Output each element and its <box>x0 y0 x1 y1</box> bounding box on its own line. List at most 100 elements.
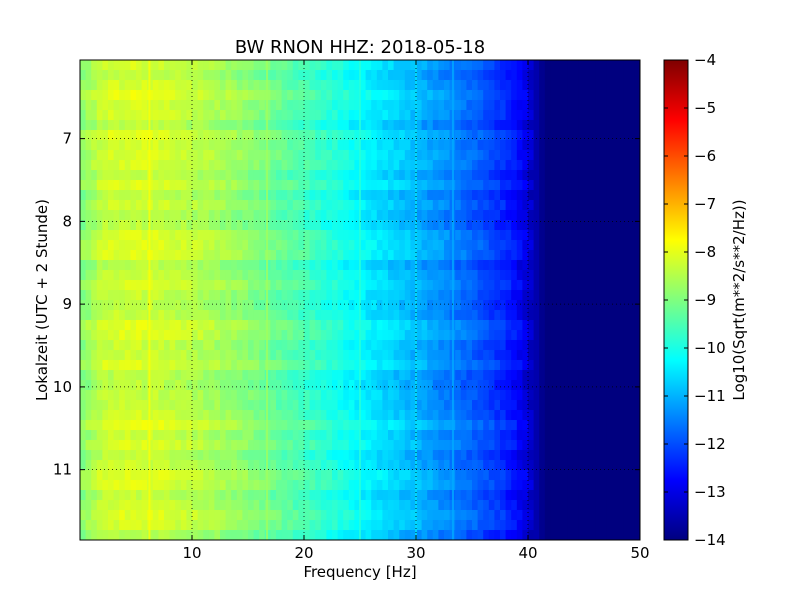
heatmap-cell <box>80 210 87 221</box>
heatmap-cell <box>472 130 479 141</box>
heatmap-cell <box>242 360 249 371</box>
heatmap-cell <box>533 330 540 341</box>
heatmap-cell <box>343 420 350 431</box>
heatmap-cell <box>516 180 523 191</box>
heatmap-cell <box>203 130 210 141</box>
heatmap-cell <box>152 80 159 91</box>
heatmap-cell <box>494 140 501 151</box>
heatmap-cell <box>141 480 148 491</box>
heatmap-cell <box>500 90 507 101</box>
heatmap-cell <box>455 110 462 121</box>
heatmap-cell <box>432 290 439 301</box>
heatmap-cell <box>292 520 299 531</box>
heatmap-cell <box>500 370 507 381</box>
heatmap-cell <box>438 280 445 291</box>
heatmap-cell <box>242 390 249 401</box>
heatmap-cell <box>276 180 283 191</box>
heatmap-cell <box>332 400 339 411</box>
heatmap-cell <box>248 280 255 291</box>
heatmap-cell <box>141 340 148 351</box>
heatmap-cell <box>382 200 389 211</box>
heatmap-cell <box>595 190 602 201</box>
heatmap-cell <box>259 60 266 71</box>
heatmap-cell <box>365 520 372 531</box>
heatmap-cell <box>192 120 199 131</box>
heatmap-cell <box>460 220 467 231</box>
heatmap-cell <box>488 500 495 511</box>
heatmap-cell <box>113 70 120 81</box>
heatmap-cell <box>628 270 635 281</box>
heatmap-cell <box>108 270 115 281</box>
heatmap-cell <box>175 300 182 311</box>
heatmap-cell <box>220 100 227 111</box>
heatmap-cell <box>108 370 115 381</box>
heatmap-cell <box>236 350 243 361</box>
heatmap-cell <box>567 100 574 111</box>
heatmap-cell <box>528 220 535 231</box>
heatmap-cell <box>544 360 551 371</box>
heatmap-cell <box>96 300 103 311</box>
heatmap-cell <box>600 230 607 241</box>
heatmap-cell <box>354 110 361 121</box>
heatmap-cell <box>130 210 137 221</box>
heatmap-cell <box>175 500 182 511</box>
heatmap-cell <box>332 80 339 91</box>
heatmap-cell <box>124 400 131 411</box>
heatmap-cell <box>96 100 103 111</box>
heatmap-cell <box>371 440 378 451</box>
heatmap-cell <box>270 500 277 511</box>
heatmap-cell <box>152 520 159 531</box>
heatmap-cell <box>488 440 495 451</box>
heatmap-cell <box>500 110 507 121</box>
heatmap-cell <box>488 340 495 351</box>
heatmap-cell <box>158 270 165 281</box>
heatmap-cell <box>572 200 579 211</box>
heatmap-cell <box>231 180 238 191</box>
heatmap-cell <box>533 160 540 171</box>
heatmap-cell <box>124 80 131 91</box>
heatmap-cell <box>544 190 551 201</box>
heatmap-cell <box>236 110 243 121</box>
heatmap-cell <box>158 200 165 211</box>
heatmap-cell <box>421 290 428 301</box>
heatmap-cell <box>427 170 434 181</box>
heatmap-cell <box>421 230 428 241</box>
heatmap-cell <box>348 340 355 351</box>
heatmap-cell <box>488 220 495 231</box>
heatmap-cell <box>612 450 619 461</box>
heatmap-cell <box>253 360 260 371</box>
heatmap-cell <box>270 90 277 101</box>
heatmap-cell <box>410 440 417 451</box>
heatmap-cell <box>393 290 400 301</box>
heatmap-cell <box>505 470 512 481</box>
heatmap-cell <box>556 370 563 381</box>
heatmap-cell <box>242 410 249 421</box>
heatmap-cell <box>136 420 143 431</box>
heatmap-cell <box>292 260 299 271</box>
heatmap-cell <box>220 440 227 451</box>
heatmap-cell <box>477 240 484 251</box>
heatmap-cell <box>421 240 428 251</box>
heatmap-cell <box>152 130 159 141</box>
heatmap-cell <box>270 420 277 431</box>
heatmap-cell <box>606 250 613 261</box>
heatmap-cell <box>539 330 546 341</box>
heatmap-cell <box>192 320 199 331</box>
heatmap-cell <box>236 470 243 481</box>
heatmap-cell <box>432 190 439 201</box>
heatmap-cell <box>343 440 350 451</box>
heatmap-cell <box>544 160 551 171</box>
heatmap-cell <box>539 210 546 221</box>
heatmap-cell <box>270 300 277 311</box>
heatmap-cell <box>332 330 339 341</box>
heatmap-cell <box>208 190 215 201</box>
heatmap-cell <box>634 340 640 351</box>
spectral-line <box>359 60 361 540</box>
heatmap-cell <box>192 370 199 381</box>
heatmap-cell <box>360 400 367 411</box>
heatmap-cell <box>511 110 518 121</box>
heatmap-cell <box>281 280 288 291</box>
heatmap-cell <box>410 520 417 531</box>
heatmap-cell <box>96 460 103 471</box>
heatmap-cell <box>416 310 423 321</box>
